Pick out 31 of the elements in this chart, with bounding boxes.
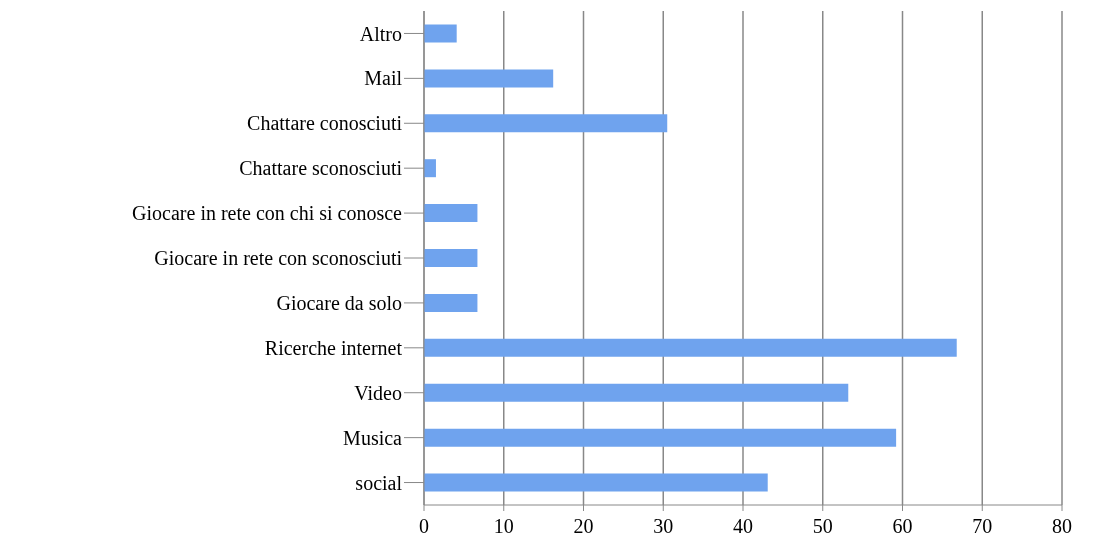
y-tick-label: Ricerche internet [264,336,403,359]
bar [424,428,897,447]
bar [424,383,849,402]
bar [424,159,436,178]
bar [424,249,478,268]
y-tick-label: Mail [364,67,403,90]
y-tick-label: Chattare sconosciuti [239,157,403,180]
bar [424,473,768,492]
x-tick-label: 0 [419,515,429,538]
y-tick-label: Giocare in rete con sconosciuti [154,247,403,270]
y-tick-label: Chattare conosciuti [247,112,403,135]
y-tick-label: Musica [343,426,403,449]
bar [424,69,554,88]
y-tick-label: Altro [359,22,402,45]
y-tick-label: Giocare in rete con chi si conosce [132,202,403,225]
bar [424,338,957,357]
x-tick-label: 60 [892,515,913,538]
bar [424,204,478,223]
bar [424,114,668,133]
x-tick-label: 20 [573,515,594,538]
bar [424,24,457,43]
x-tick-label: 10 [493,515,514,538]
y-tick-label: Video [354,381,402,404]
x-tick-label: 30 [653,515,674,538]
x-tick-label: 40 [733,515,753,538]
bar [424,293,478,312]
x-tick-label: 80 [1052,515,1072,538]
x-tick-label: 50 [812,515,833,538]
x-tick-label: 70 [972,515,993,538]
y-tick-label: Giocare da solo [276,292,402,315]
y-tick-label: social [355,471,403,494]
